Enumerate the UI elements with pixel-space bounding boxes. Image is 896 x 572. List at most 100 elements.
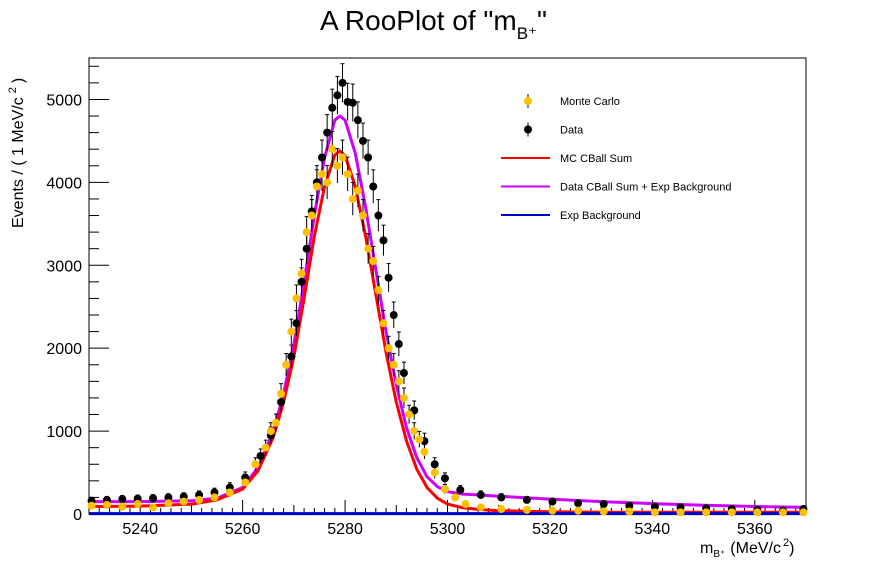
- monte-carlo-point: [389, 360, 398, 369]
- monte-carlo-point: [650, 508, 659, 517]
- legend-label: Monte Carlo: [560, 96, 620, 108]
- monte-carlo-point: [353, 186, 362, 195]
- data-point: [456, 485, 465, 494]
- x-tick-label: 5340: [635, 521, 671, 538]
- data-point: [256, 451, 265, 460]
- axes: 5240 5260 5280 5300 5320 5340 5360 0 1000 2000 300…: [46, 65, 807, 538]
- monte-carlo-point: [133, 500, 142, 509]
- data-point: [625, 501, 634, 510]
- plot-frame: [88, 57, 807, 515]
- data-point: [394, 340, 403, 349]
- data-point: [574, 499, 583, 508]
- x-axis-label-units: (MeV/c: [730, 540, 781, 557]
- monte-carlo-point: [225, 488, 234, 497]
- legend-label: Data CBall Sum + Exp Background: [560, 182, 732, 194]
- data-point: [599, 500, 608, 509]
- legend: Monte Carlo Data MC CBall Sum Data CBall Su…: [501, 94, 732, 222]
- data-point: [440, 474, 449, 483]
- monte-carlo-point: [394, 377, 403, 386]
- data-point: [399, 369, 408, 378]
- monte-carlo-point: [164, 499, 173, 508]
- monte-carlo-point: [261, 443, 270, 452]
- monte-carlo-point: [399, 393, 408, 402]
- data-point: [328, 103, 337, 112]
- curve-data-cball-sum-exp-background: [89, 114, 807, 509]
- monte-carlo-point: [343, 170, 352, 179]
- y-tick-label: 0: [73, 507, 82, 524]
- monte-carlo-point: [415, 435, 424, 444]
- monte-carlo-point: [727, 508, 736, 517]
- monte-carlo-point: [87, 501, 96, 510]
- y-tick-label: 3000: [46, 258, 82, 275]
- monte-carlo-point: [292, 294, 301, 303]
- legend-label: MC CBall Sum: [560, 153, 632, 165]
- data-point: [292, 319, 301, 328]
- x-tick-label: 5300: [430, 521, 466, 538]
- monte-carlo-point: [753, 508, 762, 517]
- monte-carlo-point: [476, 503, 485, 512]
- monte-carlo-point: [405, 410, 414, 419]
- chart-title-end: ": [537, 5, 547, 36]
- data-point: [650, 502, 659, 511]
- monte-carlo-point: [210, 493, 219, 502]
- monte-carlo-point: [338, 153, 347, 162]
- y-tick-label: 5000: [46, 92, 82, 109]
- monte-carlo-point: [358, 211, 367, 220]
- monte-carlo-point: [307, 211, 316, 220]
- monte-carlo-point: [574, 506, 583, 515]
- x-axis-label-main: m: [700, 540, 713, 557]
- y-axis-label-end: ): [10, 78, 27, 83]
- monte-carlo-point: [348, 194, 357, 203]
- data-point: [379, 236, 388, 245]
- legend-label: Data: [560, 125, 584, 137]
- monte-carlo-point: [369, 257, 378, 266]
- monte-carlo-point: [548, 506, 557, 515]
- monte-carlo-point: [302, 228, 311, 237]
- monte-carlo-point: [282, 360, 291, 369]
- data-point: [522, 495, 531, 504]
- monte-carlo-point: [251, 460, 260, 469]
- monte-carlo-point: [778, 508, 787, 517]
- monte-carlo-point: [312, 182, 321, 191]
- monte-carlo-point: [374, 286, 383, 295]
- monte-carlo-point: [102, 500, 111, 509]
- x-axis-label-sup: 2: [783, 537, 789, 549]
- monte-carlo-point: [625, 507, 634, 516]
- monte-carlo-point: [451, 493, 460, 502]
- monte-carlo-point: [497, 505, 506, 514]
- data-point: [384, 273, 393, 282]
- legend-marker: [524, 97, 532, 105]
- monte-carlo-point: [297, 269, 306, 278]
- data-point: [333, 91, 342, 100]
- fit-curves: [88, 114, 807, 516]
- monte-carlo-point: [599, 507, 608, 516]
- x-axis-label: mB⁺ (MeV/c 2): [700, 537, 794, 560]
- monte-carlo-point: [702, 508, 711, 517]
- legend-marker: [524, 125, 532, 134]
- monte-carlo-point: [522, 505, 531, 514]
- data-point: [497, 493, 506, 502]
- monte-carlo-point: [149, 503, 158, 512]
- monte-carlo-point: [430, 468, 439, 477]
- curve-mc-cball-sum: [88, 149, 806, 514]
- data-points: [87, 63, 808, 517]
- chart-title-sub: B⁺: [517, 24, 537, 43]
- y-tick-label: 1000: [46, 424, 82, 441]
- monte-carlo-point: [420, 447, 429, 456]
- monte-carlo-point: [287, 327, 296, 336]
- monte-carlo-point: [266, 427, 275, 436]
- data-point: [548, 497, 557, 506]
- data-point: [369, 182, 378, 191]
- data-point: [364, 153, 373, 162]
- x-tick-label: 5280: [327, 521, 363, 538]
- monte-carlo-point: [277, 389, 286, 398]
- monte-carlo-point: [318, 170, 327, 179]
- monte-carlo-point: [410, 427, 419, 436]
- y-axis-label-main: Events / ( 1 MeV/c: [10, 97, 27, 228]
- monte-carlo-point: [118, 502, 127, 511]
- legend-label: Exp Background: [560, 210, 641, 222]
- data-point: [302, 244, 311, 253]
- chart-title-main: A RooPlot of "m: [320, 5, 517, 36]
- data-point: [348, 98, 357, 107]
